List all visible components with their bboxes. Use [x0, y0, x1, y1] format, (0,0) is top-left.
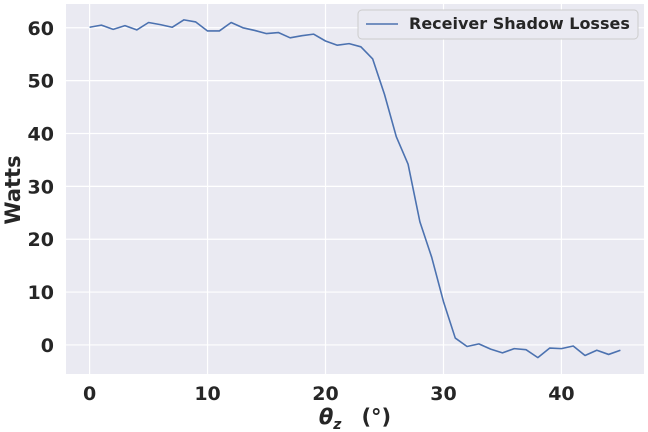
- y-axis-label: Watts: [1, 155, 25, 224]
- x-tick-label: 40: [548, 383, 574, 405]
- x-tick-label: 20: [312, 383, 338, 405]
- y-tick-label: 20: [28, 229, 54, 251]
- x-tick-labels: 0 10 20 30 40: [83, 383, 575, 405]
- y-tick-label: 10: [28, 282, 54, 304]
- plot-area: [66, 4, 644, 374]
- x-axis-symbol: θ: [319, 405, 333, 429]
- x-axis-unit: (°): [361, 405, 391, 429]
- series-layer: [89, 19, 621, 359]
- y-tick-label: 50: [28, 71, 54, 93]
- x-axis-subscript: z: [332, 417, 342, 432]
- y-tick-label: 40: [28, 124, 54, 146]
- y-tick-labels: 0 10 20 30 40 50 60: [28, 18, 54, 357]
- legend-label: Receiver Shadow Losses: [409, 14, 630, 33]
- y-tick-label: 30: [28, 176, 54, 198]
- legend-box: [357, 9, 639, 40]
- x-tick-label: 10: [194, 383, 220, 405]
- series-line-0: [89, 19, 621, 359]
- x-tick-label: 0: [83, 383, 96, 405]
- legend: Receiver Shadow Losses: [357, 9, 639, 40]
- y-tick-label: 60: [28, 18, 54, 40]
- x-axis-label: θz (°): [319, 405, 391, 432]
- y-tick-label: 0: [41, 335, 54, 357]
- x-tick-label: 30: [430, 383, 456, 405]
- grid-lines: [66, 4, 644, 374]
